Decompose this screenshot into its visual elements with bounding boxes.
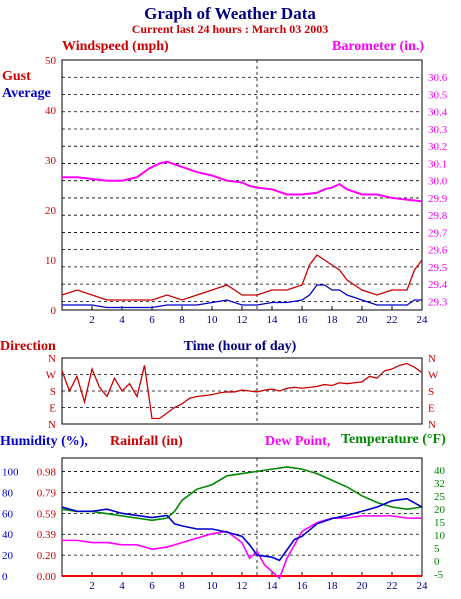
legend-gust: Gust [2, 69, 31, 84]
humidity-tick-label: 100 [2, 467, 19, 479]
barometer-tick-label: 30.4 [428, 107, 448, 119]
barometer-tick-label: 30.1 [428, 158, 447, 170]
humidity-series-line [61, 497, 423, 562]
barometer-series-line [62, 160, 423, 203]
barometer-tick-label: 30.6 [428, 72, 448, 84]
windspeed-tick-label: 50 [45, 55, 57, 67]
average-series-line [62, 284, 422, 309]
humidity-x-tick-label: 10 [207, 580, 219, 592]
wind-x-tick-label: 2 [89, 314, 95, 326]
rainfall-tick-label: 0.00 [37, 571, 57, 583]
temperature-tick-label: 10 [434, 530, 446, 542]
wind-x-tick-label: 6 [149, 314, 155, 326]
dewpoint-label: Dew Point, [265, 434, 330, 449]
direction-tick-label-right: N [428, 353, 436, 365]
direction-tick-label-left: N [48, 419, 56, 431]
barometer-tick-label: 29.7 [428, 227, 448, 239]
barometer-tick-label: 29.8 [428, 210, 448, 222]
humidity-x-tick-label: 24 [417, 580, 429, 592]
windspeed-tick-label: 30 [45, 155, 57, 167]
humidity-x-tick-label: 12 [237, 580, 248, 592]
humidity-x-tick-label: 20 [357, 580, 369, 592]
time-axis-label: Time (hour of day) [184, 339, 297, 354]
direction-axis-label: Direction [0, 339, 56, 354]
windspeed-tick-label: 10 [45, 255, 57, 267]
direction-tick-label-left: S [50, 386, 56, 398]
direction-tick-label-right: W [428, 370, 439, 382]
temperature-tick-label: 15 [434, 517, 446, 529]
temperature-tick-label: -5 [434, 569, 444, 581]
barometer-tick-label: 29.3 [428, 296, 448, 308]
humidity-tick-label: 40 [2, 529, 14, 541]
barometer-tick-label: 29.4 [428, 279, 448, 291]
legend-average: Average [2, 86, 51, 101]
gust-series-line [61, 254, 423, 301]
humidity-x-tick-label: 2 [89, 580, 95, 592]
wind-x-tick-label: 12 [237, 314, 248, 326]
barometer-axis-label: Barometer (in.) [332, 39, 424, 54]
wind-x-tick-label: 22 [387, 314, 398, 326]
wind-x-tick-label: 4 [119, 314, 125, 326]
direction-tick-label-left: E [49, 403, 56, 415]
wind-x-tick-label: 16 [297, 314, 309, 326]
barometer-tick-label: 29.9 [428, 193, 448, 205]
humidity-x-tick-label: 6 [149, 580, 155, 592]
humidity-x-tick-label: 22 [387, 580, 398, 592]
rainfall-tick-label: 0.79 [37, 487, 57, 499]
chart-subtitle: Current last 24 hours : March 03 2003 [132, 22, 329, 36]
humidity-label: Humidity (%), [0, 434, 88, 449]
wind-x-tick-label: 8 [179, 314, 185, 326]
dewpoint-series-line [62, 515, 422, 580]
wind-x-tick-label: 20 [357, 314, 369, 326]
direction-tick-label-left: N [48, 353, 56, 365]
humidity-tick-label: 20 [2, 550, 14, 562]
temperature-tick-label: 20 [434, 504, 446, 516]
windspeed-tick-label: 0 [51, 305, 57, 317]
rainfall-tick-label: 0.39 [37, 529, 57, 541]
direction-tick-label-right: S [428, 386, 434, 398]
windspeed-tick-label: 40 [45, 105, 57, 117]
barometer-tick-label: 29.6 [428, 245, 448, 257]
humidity-x-tick-label: 18 [327, 580, 339, 592]
temperature-tick-label: 40 [434, 465, 446, 477]
direction-series-line [61, 362, 423, 420]
temperature-series-line [61, 466, 423, 522]
direction-tick-label-right: E [428, 403, 435, 415]
barometer-tick-label: 30.3 [428, 124, 448, 136]
rainfall-label: Rainfall (in) [110, 434, 183, 449]
rainfall-tick-label: 0.20 [37, 550, 57, 562]
wind-plot-frame [61, 59, 423, 311]
wind-x-tick-label: 14 [267, 314, 279, 326]
temperature-label: Temperature (°F) [341, 432, 446, 447]
humidity-tick-label: 60 [2, 508, 14, 520]
wind-x-tick-label: 24 [417, 314, 429, 326]
direction-tick-label-right: N [428, 419, 436, 431]
barometer-tick-label: 30.0 [428, 176, 448, 188]
direction-tick-label-left: W [46, 370, 57, 382]
rainfall-tick-label: 0.59 [37, 508, 57, 520]
barometer-tick-label: 30.2 [428, 141, 447, 153]
humidity-x-tick-label: 8 [179, 580, 185, 592]
humidity-tick-label: 0 [2, 571, 8, 583]
humidity-plot-frame [61, 457, 423, 577]
barometer-tick-label: 29.5 [428, 262, 448, 274]
windspeed-tick-label: 20 [45, 205, 57, 217]
chart-title: Graph of Weather Data [144, 4, 316, 23]
wind-x-tick-label: 10 [207, 314, 219, 326]
humidity-x-tick-label: 14 [267, 580, 279, 592]
humidity-x-tick-label: 16 [297, 580, 309, 592]
temperature-tick-label: 32 [434, 478, 445, 490]
wind-x-tick-label: 18 [327, 314, 339, 326]
humidity-x-tick-label: 4 [119, 580, 125, 592]
barometer-tick-label: 30.5 [428, 89, 448, 101]
temperature-tick-label: 25 [434, 491, 446, 503]
temperature-tick-label: 5 [434, 543, 440, 555]
rainfall-tick-label: 0.98 [37, 467, 57, 479]
humidity-tick-label: 80 [2, 487, 14, 499]
temperature-tick-label: 0 [434, 556, 440, 568]
windspeed-axis-label: Windspeed (mph) [62, 39, 169, 54]
